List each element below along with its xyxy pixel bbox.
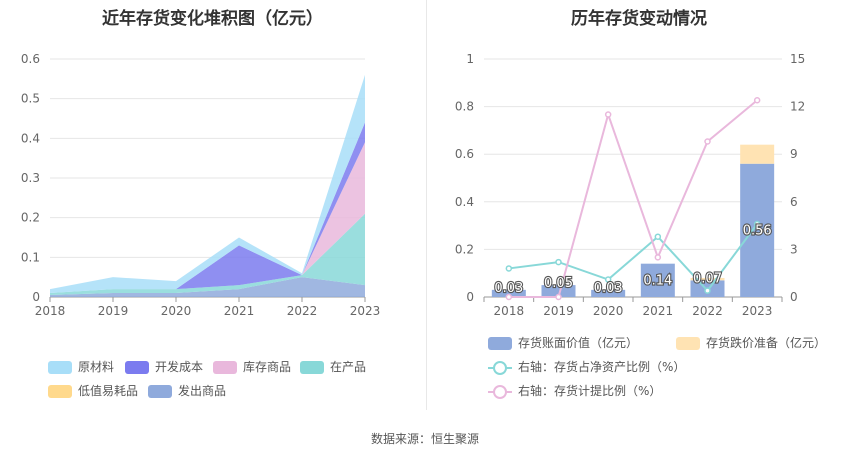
x-tick-label: 2020 bbox=[161, 304, 192, 318]
bar bbox=[491, 289, 526, 297]
bar-data-label: 0.03 bbox=[494, 281, 523, 296]
y-tick-label: 0.4 bbox=[21, 131, 40, 145]
panel-divider bbox=[426, 0, 427, 410]
legend-label: 库存商品 bbox=[243, 360, 292, 374]
y-tick-label: 0 bbox=[32, 290, 40, 304]
line-point bbox=[604, 111, 612, 118]
right-chart-title: 历年存货变动情况 bbox=[571, 9, 707, 29]
legend-item[interactable]: 原材料 bbox=[48, 358, 114, 376]
line-series bbox=[508, 99, 758, 298]
line-point bbox=[704, 287, 711, 294]
legend-swatch bbox=[148, 385, 172, 398]
y-tick-label: 0.3 bbox=[21, 171, 40, 185]
x-tick-label: 2021 bbox=[643, 304, 674, 318]
data-source-note: 数据来源：恒生聚源 bbox=[370, 432, 479, 446]
legend-label: 原材料 bbox=[78, 360, 115, 374]
x-tick-label: 2021 bbox=[224, 304, 255, 318]
legend-item[interactable]: 低值易耗品 bbox=[48, 382, 138, 400]
x-tick-label: 2019 bbox=[98, 304, 129, 318]
legend-label: 右轴：存货占净资产比例（%） bbox=[518, 360, 686, 374]
left-legend: 原材料 开发成本 库存商品 在产品低值易耗品 发出商品 bbox=[0, 0, 425, 410]
legend-swatch bbox=[48, 385, 72, 398]
y-tick-label: 0.1 bbox=[21, 250, 40, 264]
area-series-发出商品 bbox=[50, 277, 365, 297]
bar bbox=[591, 289, 626, 297]
legend-item[interactable]: 发出商品 bbox=[148, 382, 226, 400]
y2-tick-label: 12 bbox=[790, 100, 805, 114]
y-tick-label: 0.6 bbox=[21, 52, 40, 66]
legend-label: 在产品 bbox=[330, 360, 367, 374]
legend-swatch bbox=[300, 361, 324, 374]
bar-data-label: 0.07 bbox=[693, 271, 722, 286]
bar bbox=[541, 285, 576, 297]
left-chart-title: 近年存货变化堆积图（亿元） bbox=[102, 9, 323, 29]
stacked-area-chart: 0 0.1 0.2 0.3 0.4 0.5 0.6 2018 2019 2020 2021 2022 2… bbox=[21, 52, 381, 318]
line-point bbox=[704, 138, 711, 145]
legend-item[interactable]: 存货账面价值（亿元） bbox=[488, 334, 638, 352]
line-point bbox=[505, 265, 513, 272]
x-tick-label: 2022 bbox=[287, 304, 318, 318]
y-tick-label: 0.6 bbox=[455, 147, 474, 161]
legend-swatch bbox=[125, 361, 149, 374]
line-point bbox=[604, 276, 612, 283]
bar-data-label: 0.56 bbox=[743, 223, 772, 238]
legend-label: 右轴：存货计提比例（%） bbox=[518, 384, 662, 398]
x-tick-label: 2019 bbox=[543, 304, 574, 318]
y-tick-label: 0.8 bbox=[455, 100, 474, 114]
y-tick-label: 0.2 bbox=[455, 242, 474, 256]
legend-item[interactable]: 右轴：存货计提比例（%） bbox=[488, 382, 661, 400]
legend-swatch bbox=[488, 360, 512, 375]
legend-item[interactable]: 开发成本 bbox=[125, 358, 203, 376]
bar bbox=[690, 277, 725, 281]
line-point bbox=[753, 220, 761, 228]
left-chart-panel: 近年存货变化堆积图（亿元） 0 0.1 0.2 0.3 0.4 0.5 0.6 2018 201… bbox=[0, 0, 425, 410]
y2-tick-label: 6 bbox=[790, 195, 798, 209]
y2-tick-label: 3 bbox=[790, 242, 798, 256]
y2-tick-label: 9 bbox=[790, 147, 798, 161]
legend-item[interactable]: 存货跌价准备（亿元） bbox=[676, 334, 826, 352]
right-chart-panel: 历年存货变动情况 0 0.2 0.4 0.6 0.8 1 0 3 6 9 12 15 2018 2019 2… bbox=[428, 0, 850, 410]
x-tick-label: 2020 bbox=[593, 304, 624, 318]
line-series bbox=[508, 223, 758, 293]
legend-label: 低值易耗品 bbox=[78, 384, 139, 398]
legend-swatch bbox=[48, 361, 72, 374]
legend-item[interactable]: 库存商品 bbox=[213, 358, 291, 376]
bar-data-label: 0.14 bbox=[643, 273, 672, 288]
line-point bbox=[505, 293, 513, 301]
y2-tick-label: 15 bbox=[790, 52, 805, 66]
right-legend: 存货账面价值（亿元） 存货跌价准备（亿元） 右轴：存货占净资产比例（%） 右轴：存货计… bbox=[428, 0, 850, 410]
bar bbox=[740, 163, 775, 297]
legend-item[interactable]: 在产品 bbox=[300, 358, 366, 376]
bar bbox=[640, 263, 675, 297]
legend-swatch bbox=[676, 337, 700, 350]
legend-label: 存货账面价值（亿元） bbox=[518, 336, 639, 350]
y-tick-label: 0.2 bbox=[21, 211, 40, 225]
legend-label: 存货跌价准备（亿元） bbox=[706, 336, 827, 350]
x-tick-label: 2022 bbox=[692, 304, 723, 318]
bar-data-label: 0.03 bbox=[594, 281, 623, 296]
legend-swatch bbox=[488, 337, 512, 350]
bar-line-chart: 0 0.2 0.4 0.6 0.8 1 0 3 6 9 12 15 2018 2019 2020 2021 20… bbox=[455, 52, 805, 318]
legend-swatch bbox=[213, 361, 237, 374]
legend-swatch bbox=[488, 384, 512, 399]
legend-label: 开发成本 bbox=[155, 360, 204, 374]
bar bbox=[740, 144, 775, 164]
x-tick-label: 2018 bbox=[494, 304, 525, 318]
y-tick-label: 0.4 bbox=[455, 195, 474, 209]
y2-tick-label: 0 bbox=[790, 290, 798, 304]
x-tick-label: 2023 bbox=[350, 304, 381, 318]
line-point bbox=[654, 254, 662, 261]
x-tick-label: 2018 bbox=[35, 304, 66, 318]
y-tick-label: 0 bbox=[466, 290, 474, 304]
y-tick-label: 1 bbox=[466, 52, 474, 66]
bar-data-label: 0.05 bbox=[544, 276, 573, 291]
line-point bbox=[555, 293, 562, 301]
y-tick-label: 0.5 bbox=[21, 92, 40, 106]
line-point bbox=[753, 97, 761, 104]
line-point bbox=[654, 233, 662, 240]
legend-item[interactable]: 右轴：存货占净资产比例（%） bbox=[488, 358, 685, 376]
legend-label: 发出商品 bbox=[178, 384, 227, 398]
line-point bbox=[555, 258, 562, 266]
x-tick-label: 2023 bbox=[742, 304, 773, 318]
